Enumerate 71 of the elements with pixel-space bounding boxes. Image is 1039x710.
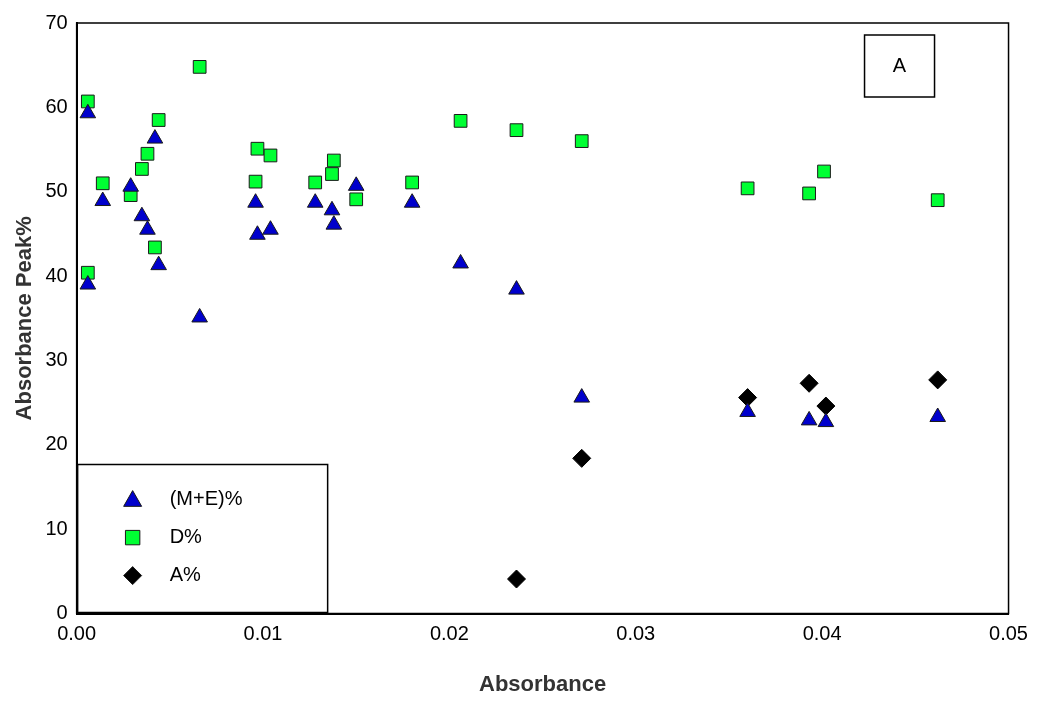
y-tick-label: 10 xyxy=(45,516,68,539)
point xyxy=(574,134,589,148)
point xyxy=(262,220,279,235)
point xyxy=(151,113,166,127)
point xyxy=(405,175,419,190)
legend-label: (M+E)% xyxy=(169,487,243,510)
point xyxy=(139,220,156,235)
x-tick-label: 0.03 xyxy=(616,622,656,645)
point xyxy=(325,215,343,230)
y-tick-label: 0 xyxy=(56,601,68,624)
point xyxy=(135,162,149,176)
y-tick-label: 40 xyxy=(45,263,68,286)
point xyxy=(802,186,816,201)
point xyxy=(453,114,468,128)
point xyxy=(573,388,591,403)
point xyxy=(248,174,263,189)
point xyxy=(799,373,819,393)
point xyxy=(817,164,831,179)
point xyxy=(326,153,341,168)
point xyxy=(191,307,208,323)
point xyxy=(928,370,948,390)
x-tick-label: 0.01 xyxy=(243,622,283,645)
point xyxy=(250,141,265,156)
y-tick-label: 70 xyxy=(45,10,68,33)
legend-label: D% xyxy=(169,525,203,548)
point xyxy=(122,177,139,192)
point xyxy=(323,200,341,216)
point xyxy=(133,206,151,222)
point xyxy=(80,265,95,280)
point xyxy=(347,176,365,191)
point xyxy=(403,193,421,208)
x-tick-label: 0.00 xyxy=(57,622,97,645)
point xyxy=(146,129,164,144)
point xyxy=(79,103,97,119)
y-tick-label: 20 xyxy=(45,432,68,455)
point xyxy=(95,176,110,191)
legend-label: A% xyxy=(169,563,201,586)
x-tick-label: 0.04 xyxy=(802,622,842,645)
point xyxy=(249,225,266,240)
point xyxy=(572,448,592,468)
x-tick-label: 0.05 xyxy=(989,622,1029,645)
y-tick-label: 50 xyxy=(45,179,68,202)
point xyxy=(306,193,324,208)
y-tick-label: 60 xyxy=(45,94,68,117)
point xyxy=(247,193,264,208)
y-axis-title: Absorbance Peak% xyxy=(11,216,37,421)
point xyxy=(148,240,162,255)
point xyxy=(816,396,836,416)
point xyxy=(80,94,95,109)
point xyxy=(263,148,278,163)
point xyxy=(929,407,947,423)
point xyxy=(452,253,469,269)
point xyxy=(94,191,112,207)
point xyxy=(817,412,835,428)
y-tick-label: 30 xyxy=(45,348,68,370)
point xyxy=(308,175,323,190)
point xyxy=(192,60,207,74)
point xyxy=(800,410,818,426)
point xyxy=(325,167,339,181)
point xyxy=(740,181,755,196)
point xyxy=(509,123,524,138)
point xyxy=(739,402,756,417)
point xyxy=(349,192,364,207)
annotation: A xyxy=(892,53,907,76)
point xyxy=(79,275,97,290)
x-axis-title: Absorbance xyxy=(479,670,607,696)
point xyxy=(508,280,525,295)
point xyxy=(930,193,945,208)
point xyxy=(150,255,167,271)
point xyxy=(140,146,155,161)
x-tick-label: 0.02 xyxy=(429,622,469,645)
